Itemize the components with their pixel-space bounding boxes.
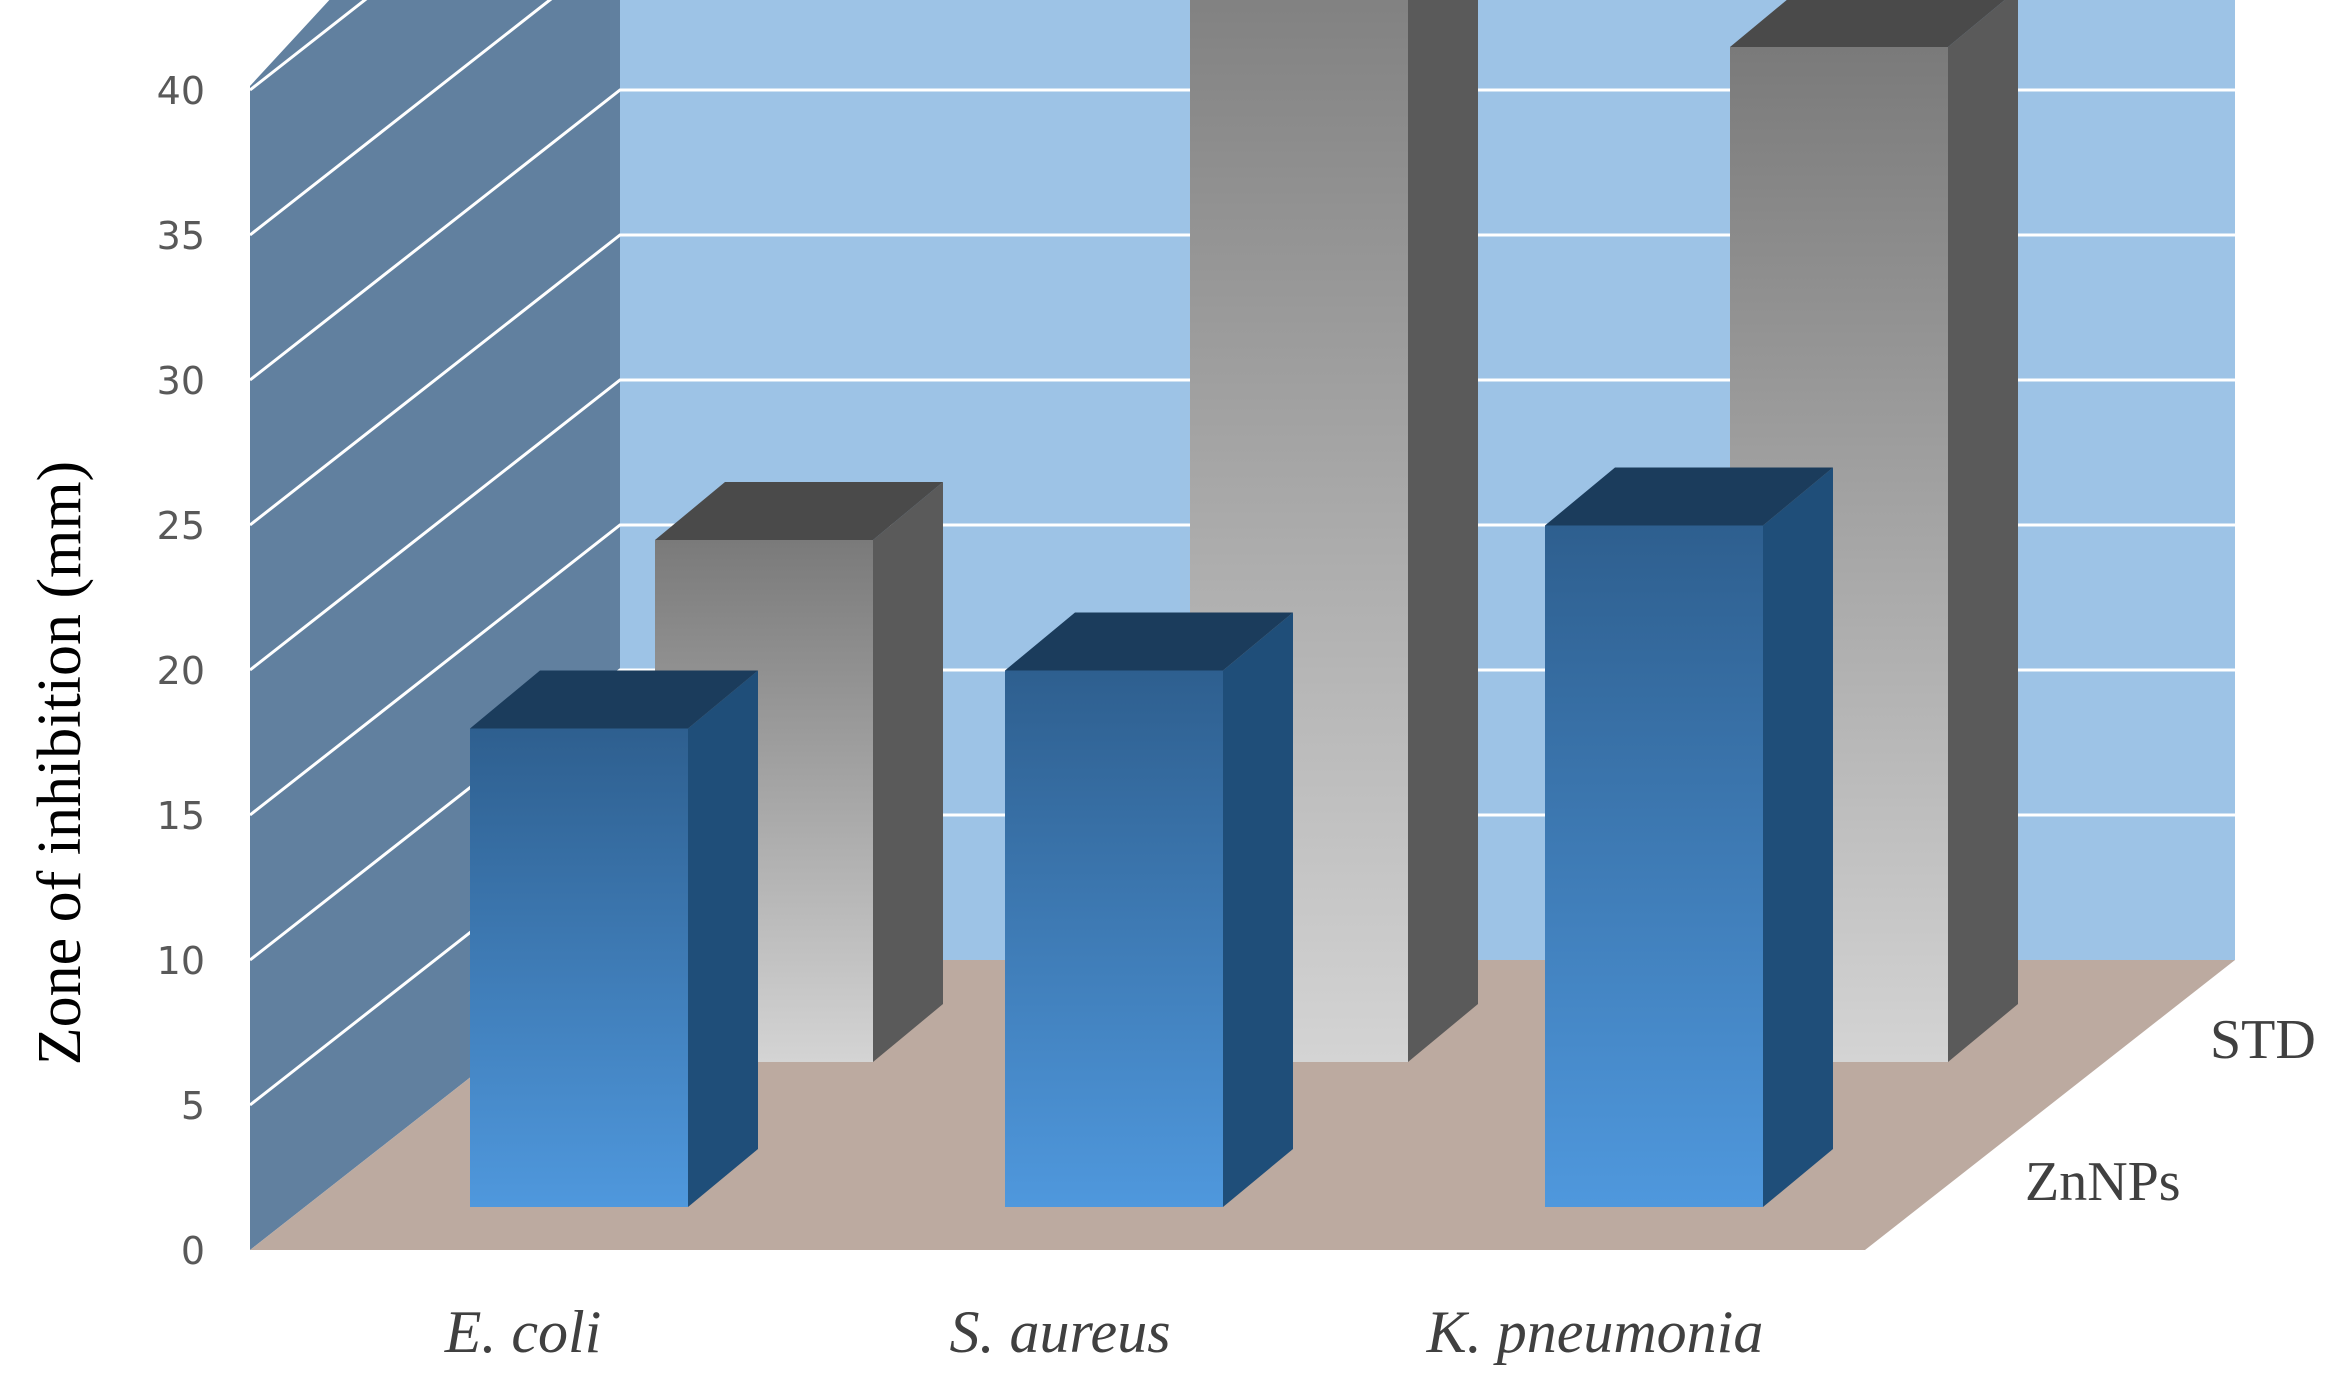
series-label: STD [2210, 1009, 2316, 1071]
znnps-bar-side [688, 670, 758, 1207]
znnps-bar-top [470, 670, 758, 729]
std-bar-side [1948, 0, 2018, 1062]
y-tick-label: 40 [157, 69, 205, 113]
znnps-bar [470, 728, 688, 1207]
std-bar-side [873, 482, 943, 1062]
gridline [249, 233, 2235, 527]
znnps-bar [1005, 670, 1223, 1207]
znnps-bar [1545, 525, 1763, 1207]
category-label: E. coli [444, 1299, 602, 1365]
gridline [249, 378, 2235, 672]
category-label: K. pneumonia [1426, 1299, 1764, 1365]
znnps-bar-side [1223, 612, 1293, 1207]
y-axis-label: Zone of inhibition (mm) [26, 461, 94, 1065]
bars [470, 0, 2018, 1207]
y-tick-label: 5 [181, 1084, 205, 1128]
y-tick-label: 10 [157, 939, 205, 983]
category-label: S. aureus [949, 1299, 1170, 1365]
std-bar-top [1730, 0, 2005, 47]
y-tick-label: 30 [157, 359, 205, 403]
category-labels: E. coli S. aureus K. pneumonia [444, 1299, 1764, 1365]
y-tick-label: 25 [157, 504, 205, 548]
std-bar-top [655, 482, 943, 540]
gridline [249, 0, 553, 237]
y-tick-label: 35 [157, 214, 205, 258]
y-axis-ticks: 0 5 10 15 20 25 30 35 40 [157, 69, 205, 1273]
y-tick-label: 0 [181, 1229, 205, 1273]
y-tick-label: 20 [157, 649, 205, 693]
series-labels: ZnNPs STD [2025, 1009, 2316, 1213]
znnps-bar-top [1005, 612, 1293, 671]
y-tick-label: 15 [157, 794, 205, 838]
series-label: ZnNPs [2025, 1151, 2181, 1213]
znnps-bar-top [1545, 467, 1833, 526]
znnps-bar-side [1763, 467, 1833, 1207]
gridline [249, 88, 2235, 382]
std-bar-side [1408, 0, 1478, 1062]
